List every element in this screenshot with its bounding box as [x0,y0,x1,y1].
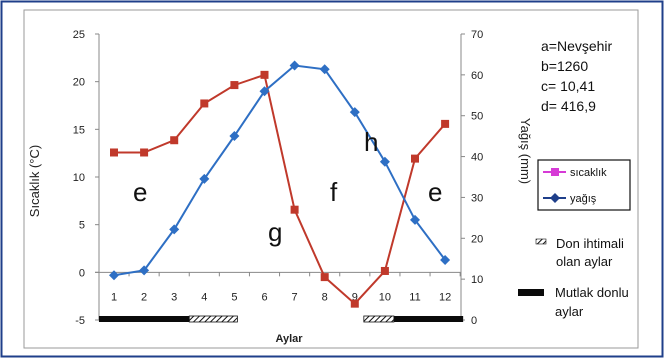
x-tick-label: 11 [409,291,420,303]
series-line-yağış [113,64,446,277]
point-yağış [349,107,360,118]
info-box: a=Nevşehir b=1260 c= 10,41 d= 416,9 [541,38,613,114]
annotations: e e f g h [133,127,442,247]
point-sıcaklık [260,70,269,79]
series-layer [109,60,451,308]
point-sıcaklık [441,119,450,128]
x-axis-title: Aylar [275,333,303,345]
possible-frost-bar [363,315,395,323]
point-sıcaklık [380,266,389,275]
info-line: c= 10,41 [541,78,595,94]
certain-frost-swatch [518,289,544,296]
right-tick-label: 70 [471,29,483,41]
plot-frame [23,9,639,349]
point-sıcaklık [320,273,329,282]
legend-marker [551,168,559,176]
point-yağış [169,224,180,235]
possible-frost-label: Don ihtimali [556,236,624,251]
right-tick-label: 20 [471,233,483,245]
info-line: a=Nevşehir [541,38,613,54]
right-tick-label: 40 [471,152,483,164]
right-axis-title: Yağış (mm) [518,118,533,184]
point-sıcaklık [140,148,149,157]
x-tick-label: 1 [111,291,117,303]
point-yağış [109,270,119,281]
point-yağış [139,265,150,276]
right-tick-label: 30 [471,192,483,204]
legend-marker [550,193,560,203]
legend-label: sıcaklık [570,167,607,179]
x-tick-label: 6 [261,291,267,303]
point-yağış [379,156,390,167]
frost-bars [98,315,464,323]
annotation-f: f [330,177,338,207]
left-tick-label: 15 [73,124,85,136]
annotation-e: e [133,177,147,207]
annotation-e: e [428,177,442,207]
point-sıcaklık [200,99,209,108]
left-tick-label: 0 [79,267,85,279]
point-yağış [229,131,240,142]
frost-legend: Don ihtimali olan aylar Mutlak donlu aylar [518,236,629,319]
x-tick-label: 10 [379,291,391,303]
left-axis-title: Sıcaklık (°C) [27,145,42,217]
annotation-h: h [364,127,378,157]
x-tick-label: 12 [439,291,451,303]
left-tick-label: 5 [79,220,85,232]
point-sıcaklık [170,136,179,145]
point-sıcaklık [110,148,118,157]
point-sıcaklık [411,154,419,163]
point-yağış [410,214,420,225]
right-tick-label: 60 [471,70,483,82]
x-tick-label: 5 [231,291,237,303]
left-tick-label: 10 [73,172,85,184]
point-yağış [440,254,451,265]
x-tick-label: 4 [201,291,207,303]
possible-frost-bar [188,315,238,323]
left-tick-label: 25 [73,29,85,41]
point-sıcaklık [230,81,239,90]
right-tick-label: 0 [471,315,477,327]
right-tick-label: 10 [471,274,483,286]
point-yağış [199,173,210,184]
point-yağış [259,86,270,97]
certain-frost-bar [98,316,190,322]
x-tick-label: 7 [292,291,298,303]
annotation-g: g [268,217,282,247]
possible-frost-label: olan aylar [556,254,613,269]
point-sıcaklık [290,205,299,214]
series-line-sıcaklık [114,73,446,306]
legend: sıcaklık yağış [537,159,631,211]
point-yağış [289,60,300,71]
info-line: b=1260 [541,58,588,74]
point-sıcaklık [350,299,359,308]
point-yağış [319,64,330,75]
x-tick-label: 2 [141,291,147,303]
info-line: d= 416,9 [541,98,596,114]
certain-frost-label: aylar [555,304,584,319]
certain-frost-label: Mutlak donlu [555,285,629,300]
x-tick-label: 3 [171,291,177,303]
right-tick-label: 50 [471,111,483,123]
possible-frost-swatch [535,238,547,245]
left-tick-label: 20 [73,77,85,89]
certain-frost-bar [393,316,464,322]
x-tick-label: 8 [322,291,328,303]
left-tick-label: -5 [75,315,85,327]
x-tick-label: 9 [352,291,358,303]
legend-label: yağış [570,193,597,205]
